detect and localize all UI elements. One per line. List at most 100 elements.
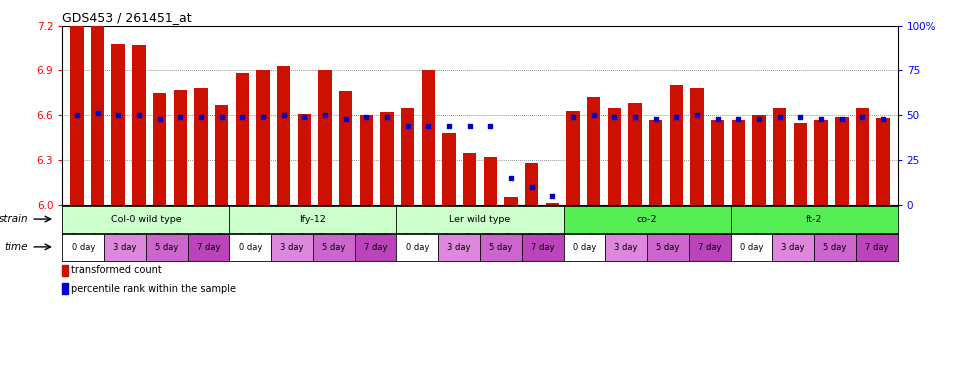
Point <box>214 114 229 120</box>
Point <box>483 123 498 129</box>
Bar <box>380 112 394 205</box>
Text: 7 day: 7 day <box>531 243 554 252</box>
Text: ft-2: ft-2 <box>805 215 823 224</box>
Point <box>607 114 622 120</box>
Text: 3 day: 3 day <box>447 243 470 252</box>
Point <box>69 112 84 118</box>
Bar <box>70 26 84 205</box>
Bar <box>153 93 166 205</box>
Text: 5 day: 5 day <box>156 243 179 252</box>
Bar <box>215 105 228 205</box>
Point <box>90 111 106 116</box>
Bar <box>360 115 373 205</box>
Point <box>854 114 870 120</box>
Bar <box>276 66 290 205</box>
Point <box>628 114 643 120</box>
Point <box>338 116 353 122</box>
Point <box>442 123 457 129</box>
Point <box>669 114 684 120</box>
Point <box>297 114 312 120</box>
Text: 0 day: 0 day <box>406 243 429 252</box>
Point <box>876 116 891 122</box>
Bar <box>794 123 807 205</box>
Point <box>462 123 477 129</box>
Text: 3 day: 3 day <box>781 243 804 252</box>
Bar <box>608 108 621 205</box>
Bar <box>855 108 869 205</box>
Bar <box>174 90 187 205</box>
Text: 7 day: 7 day <box>197 243 220 252</box>
Text: 5 day: 5 day <box>490 243 513 252</box>
Text: 3 day: 3 day <box>280 243 303 252</box>
Text: Col-0 wild type: Col-0 wild type <box>110 215 181 224</box>
Text: 5 day: 5 day <box>323 243 346 252</box>
Point <box>752 116 767 122</box>
Bar <box>421 71 435 205</box>
Point <box>565 114 581 120</box>
Point <box>731 116 746 122</box>
Text: percentile rank within the sample: percentile rank within the sample <box>71 284 236 294</box>
Text: 0 day: 0 day <box>239 243 262 252</box>
Text: 5 day: 5 day <box>657 243 680 252</box>
Bar <box>91 24 105 205</box>
Point <box>359 114 374 120</box>
Bar <box>194 89 207 205</box>
Point <box>317 112 332 118</box>
Bar <box>401 108 415 205</box>
Bar <box>649 120 662 205</box>
Point <box>276 112 291 118</box>
Point <box>234 114 250 120</box>
Text: 0 day: 0 day <box>573 243 596 252</box>
Bar <box>339 92 352 205</box>
Bar <box>876 118 890 205</box>
Text: transformed count: transformed count <box>71 265 162 276</box>
Bar <box>814 120 828 205</box>
Point <box>793 114 808 120</box>
Point <box>710 116 726 122</box>
Point <box>173 114 188 120</box>
Bar <box>773 108 786 205</box>
Point <box>379 114 395 120</box>
Bar <box>132 45 146 205</box>
Point <box>524 184 540 190</box>
Text: time: time <box>5 242 28 252</box>
Point <box>193 114 208 120</box>
Text: 3 day: 3 day <box>113 243 136 252</box>
Bar <box>463 153 476 205</box>
Bar <box>732 120 745 205</box>
Bar <box>298 114 311 205</box>
Bar <box>318 71 331 205</box>
Bar <box>443 133 456 205</box>
Point <box>648 116 663 122</box>
Bar <box>711 120 725 205</box>
Bar <box>256 71 270 205</box>
Point <box>420 123 436 129</box>
Text: 7 day: 7 day <box>364 243 387 252</box>
Text: 7 day: 7 day <box>698 243 721 252</box>
Point <box>834 116 850 122</box>
Point <box>689 112 705 118</box>
Bar <box>629 103 642 205</box>
Text: 0 day: 0 day <box>72 243 95 252</box>
Bar <box>525 163 539 205</box>
Bar <box>545 203 559 205</box>
Point <box>772 114 787 120</box>
Bar <box>504 198 517 205</box>
Text: co-2: co-2 <box>636 215 658 224</box>
Text: strain: strain <box>0 214 28 224</box>
Point <box>152 116 167 122</box>
Text: 7 day: 7 day <box>865 243 888 252</box>
Text: 0 day: 0 day <box>740 243 763 252</box>
Point <box>503 175 518 181</box>
Bar <box>690 89 704 205</box>
Bar <box>62 283 68 294</box>
Bar <box>670 85 684 205</box>
Point <box>255 114 271 120</box>
Text: GDS453 / 261451_at: GDS453 / 261451_at <box>62 11 192 25</box>
Bar <box>835 117 849 205</box>
Point <box>586 112 601 118</box>
Bar <box>235 74 249 205</box>
Text: lfy-12: lfy-12 <box>300 215 326 224</box>
Bar <box>587 97 600 205</box>
Point <box>132 112 147 118</box>
